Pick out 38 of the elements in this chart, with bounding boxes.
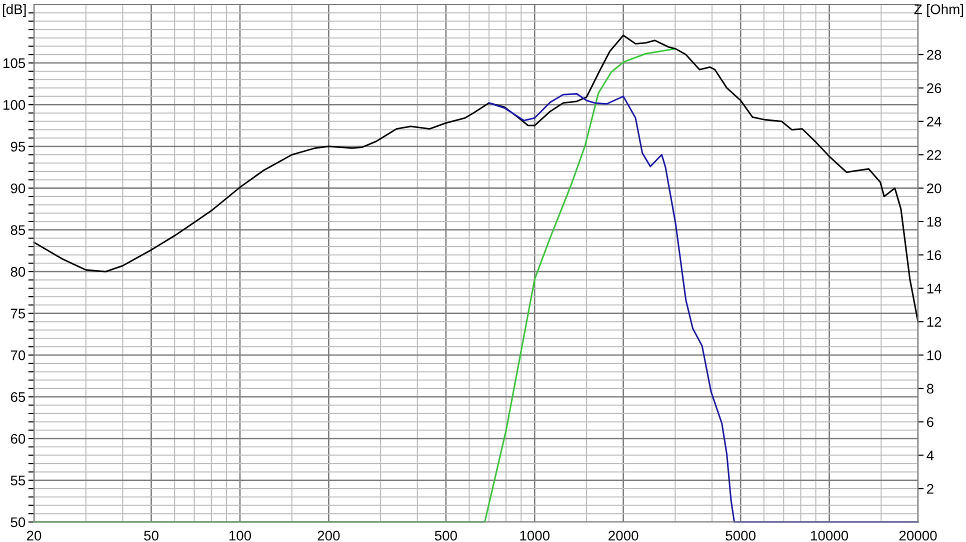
x-tick-label: 20000 <box>899 530 937 541</box>
y-tick-label: 75 <box>10 308 26 318</box>
y-tick-label: 50 <box>10 517 26 528</box>
y2-tick-label: 12 <box>927 317 942 327</box>
y-tick-label: 100 <box>4 100 26 110</box>
x-tick-label: 20 <box>26 530 42 541</box>
y2-tick-label: 4 <box>926 450 934 460</box>
y-axis-title: [dB] <box>2 4 26 17</box>
y-tick-label: 55 <box>10 476 26 486</box>
y2-tick-label: 22 <box>927 150 942 160</box>
y2-tick-label: 10 <box>927 350 942 360</box>
y2-tick-label: 24 <box>927 116 942 126</box>
y2-tick-label: 2 <box>927 484 934 494</box>
y-tick-label: 80 <box>10 266 26 277</box>
x-tick-label: 100 <box>229 530 252 541</box>
x-tick-label: 1000 <box>520 530 550 541</box>
y2-axis-title: Z [Ohm] <box>914 4 964 17</box>
x-tick-label: 5000 <box>726 530 756 541</box>
x-tick-label: 50 <box>144 530 158 541</box>
x-tick-label: 500 <box>434 530 457 541</box>
x-tick-label: 200 <box>318 530 340 541</box>
y-tick-label: 105 <box>4 58 26 68</box>
x-tick-label: 2000 <box>608 530 638 541</box>
x-tick-label: 10000 <box>811 530 848 541</box>
y-tick-label: 90 <box>10 183 26 194</box>
y2-tick-label: 18 <box>927 216 942 227</box>
y2-tick-label: 6 <box>927 417 934 428</box>
y-tick-label: 60 <box>10 434 26 444</box>
y-tick-label: 85 <box>10 225 26 236</box>
y-tick-label: 70 <box>10 350 26 360</box>
y-tick-label: 95 <box>10 142 26 152</box>
y2-tick-label: 14 <box>927 284 942 294</box>
y2-tick-label: 28 <box>927 50 942 60</box>
y2-tick-label: 20 <box>927 183 942 194</box>
y2-tick-label: 8 <box>926 384 934 394</box>
y-tick-label: 65 <box>10 392 26 402</box>
y2-tick-label: 26 <box>927 83 942 94</box>
y2-tick-label: 16 <box>927 250 942 260</box>
